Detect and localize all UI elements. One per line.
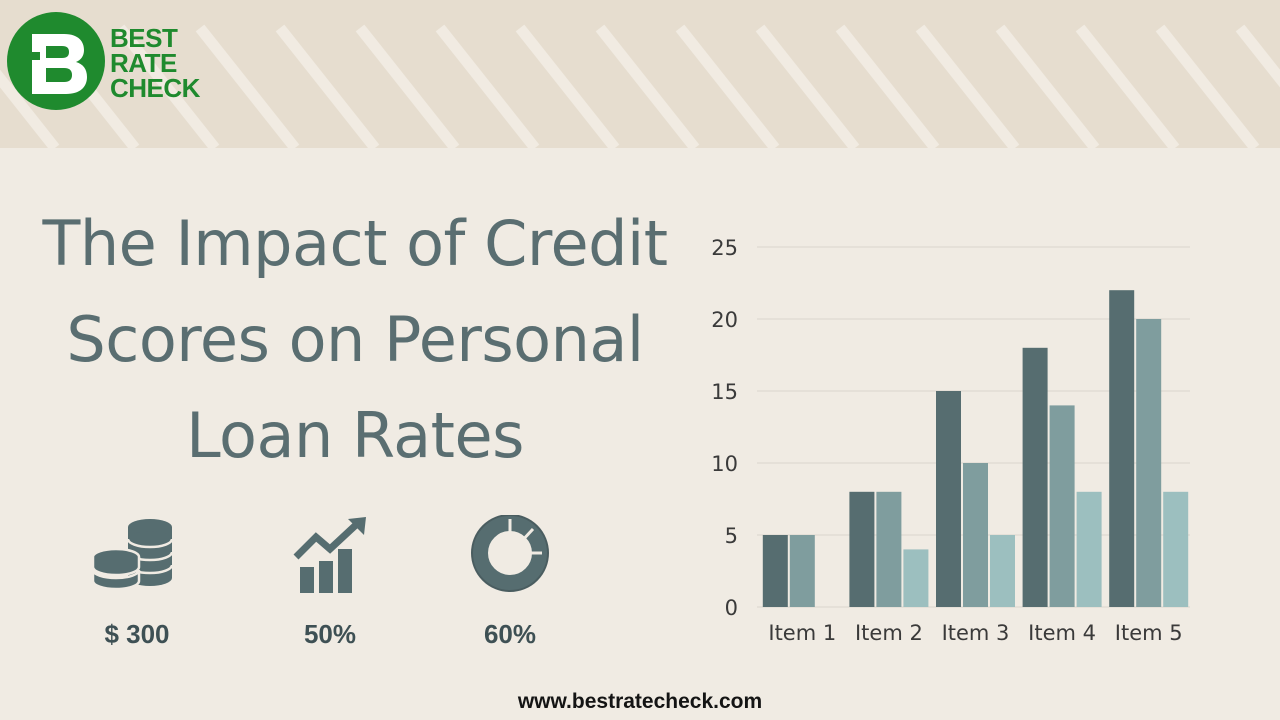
stat-value-donut: 60%	[483, 619, 537, 649]
logo-b-badge-icon	[7, 12, 105, 110]
bar-chart: 0 5 10 15 20 25 Item 1 Item 2 Item 3 Item 4 Item 5	[711, 236, 1190, 645]
bar	[1163, 491, 1189, 607]
brand-name-line-1: BEST	[110, 23, 178, 53]
footer-url[interactable]: www.bestratecheck.com	[517, 690, 763, 713]
title-line-2: Scores on Personal	[66, 303, 644, 376]
bar	[1136, 319, 1162, 607]
bar	[876, 491, 902, 607]
stat-donut: 60%	[430, 515, 590, 655]
bar	[1076, 491, 1102, 607]
x-tick-label: Item 5	[1115, 621, 1183, 645]
x-tick-label: Item 1	[768, 621, 836, 645]
bar	[762, 535, 788, 607]
bar	[789, 535, 815, 607]
x-tick-label: Item 3	[942, 621, 1010, 645]
bar	[936, 391, 961, 607]
brand-logo[interactable]: BEST RATE CHECK	[6, 12, 226, 112]
bar	[849, 491, 875, 607]
x-tick-label: Item 2	[855, 621, 923, 645]
coin-stack-icon	[92, 519, 174, 591]
title-line-1: The Impact of Credit	[42, 207, 668, 280]
y-tick-label: 5	[725, 524, 738, 548]
brand-name-line-3: CHECK	[110, 73, 200, 103]
diagonal-stripes-pattern	[0, 24, 1280, 148]
stat-coins: $ 300	[57, 515, 217, 655]
bar	[903, 549, 929, 607]
growth-bar-chart-icon	[293, 517, 366, 593]
brand-name-line-2: RATE	[110, 48, 177, 78]
stat-growth: 50%	[250, 515, 410, 655]
x-tick-label: Item 4	[1028, 621, 1096, 645]
bar	[1049, 405, 1075, 607]
y-tick-label: 15	[711, 380, 738, 404]
donut-chart-icon	[471, 515, 549, 592]
stat-value-coins: $ 300	[104, 619, 170, 649]
bar	[990, 535, 1015, 607]
y-tick-label: 0	[725, 596, 738, 620]
y-tick-label: 20	[711, 308, 738, 332]
y-tick-label: 25	[711, 236, 738, 260]
bar	[1022, 347, 1048, 607]
title-line-3: Loan Rates	[186, 399, 524, 472]
brand-name: BEST RATE CHECK	[110, 23, 200, 103]
page-title: The Impact of Credit Scores on Personal …	[30, 196, 680, 484]
header-band	[0, 0, 1280, 148]
bar	[1109, 290, 1135, 607]
y-tick-label: 10	[711, 452, 738, 476]
bar	[963, 463, 988, 607]
stat-value-growth: 50%	[303, 619, 357, 649]
